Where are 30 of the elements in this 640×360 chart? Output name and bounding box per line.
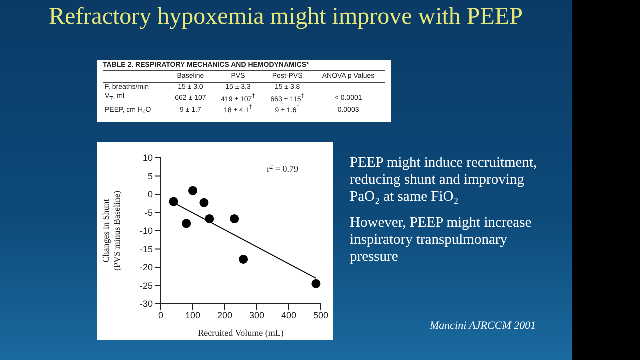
x-tick-label: 100 bbox=[185, 310, 201, 320]
y-tick-label: -20 bbox=[140, 262, 153, 273]
y-tick-label: -5 bbox=[144, 208, 153, 218]
y-tick-label: -15 bbox=[140, 244, 153, 254]
x-axis-title: Recruited Volume (mL) bbox=[198, 328, 284, 338]
point bbox=[200, 198, 209, 208]
text: However, PEEP might increase inspiratory transpulmonary pressure bbox=[350, 215, 533, 266]
x-tick-label: 300 bbox=[249, 310, 265, 320]
point bbox=[312, 279, 321, 288]
point bbox=[239, 254, 248, 264]
point bbox=[230, 214, 240, 224]
y-tick-label: 10 bbox=[142, 153, 153, 164]
x-tick-label: 200 bbox=[217, 310, 233, 320]
x-tick-label: 400 bbox=[281, 310, 297, 320]
text: Mancini AJRCCM 2001 bbox=[430, 320, 536, 332]
y-tick-label: -30 bbox=[140, 299, 153, 310]
point bbox=[205, 214, 214, 224]
point bbox=[169, 197, 178, 206]
y-tick-label: -25 bbox=[140, 280, 153, 291]
point bbox=[182, 219, 192, 228]
y-tick-label: 0 bbox=[148, 190, 153, 200]
x-tick-label: 500 bbox=[313, 310, 329, 320]
y-tick-label: -10 bbox=[140, 226, 153, 236]
text: PEEP might induce recruitment, reducing shunt and improving PaO₂ at same FiO₂ bbox=[350, 155, 538, 206]
y-tick-label: 5 bbox=[148, 171, 153, 182]
annotation: r$^{2}$ = 0.79 bbox=[267, 164, 299, 174]
point bbox=[188, 186, 198, 196]
y-axis-title: Changes in Shunt (PVS minus Baseline) bbox=[101, 191, 122, 271]
chart-title: Refractory hypoxemia might improve with PEEP bbox=[48, 4, 524, 31]
x-tick-label: 0 bbox=[158, 310, 164, 320]
